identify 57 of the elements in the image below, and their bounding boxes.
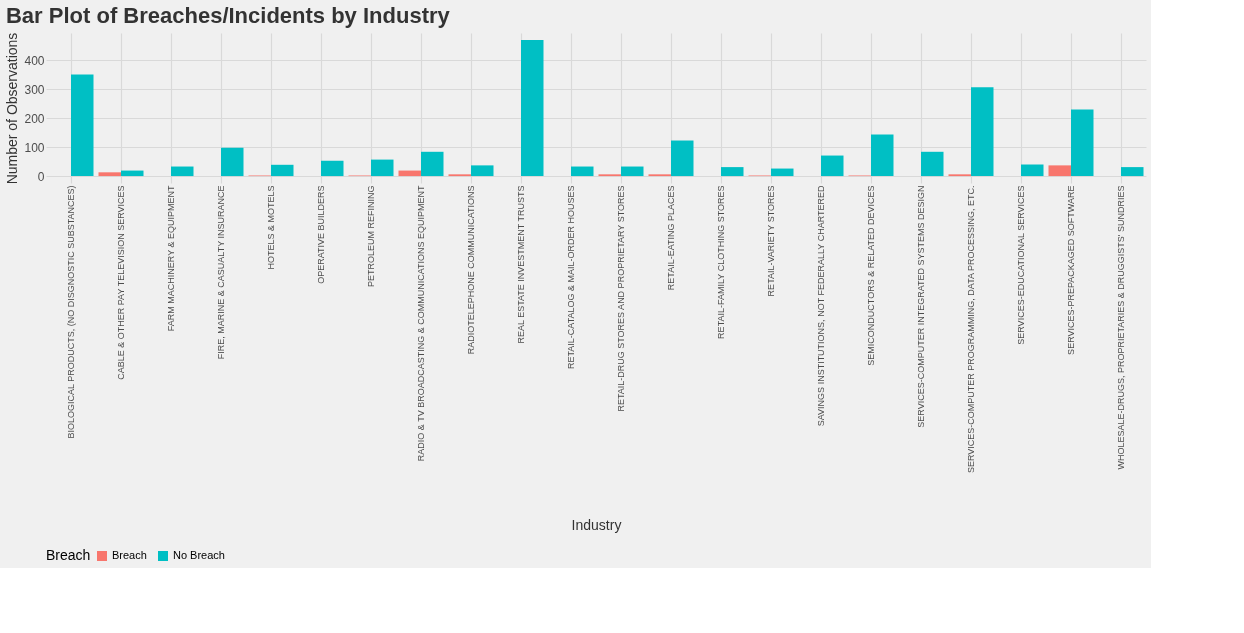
x-tick-label: PETROLEUM REFINING (366, 185, 376, 288)
x-tick-label: RETAIL-CATALOG & MAIL-ORDER HOUSES (566, 185, 576, 370)
y-tick-label: 400 (24, 53, 45, 68)
x-tick-label: SEMICONDUCTORS & RELATED DEVICES (866, 185, 876, 366)
bar (371, 159, 394, 177)
bar (821, 155, 844, 177)
bar (271, 164, 294, 177)
x-tick-label: RETAIL-VARIETY STORES (766, 185, 776, 297)
bar (971, 87, 994, 177)
bar (571, 166, 594, 177)
bar (621, 166, 644, 177)
x-tick-label: SERVICES-EDUCATIONAL SERVICES (1016, 185, 1026, 345)
y-tick-label: 200 (24, 111, 45, 126)
bar (421, 151, 444, 177)
bar (98, 172, 121, 177)
bar (1071, 109, 1094, 177)
bar (671, 140, 694, 177)
x-tick-label: HOTELS & MOTELS (266, 185, 276, 270)
x-tick-label: RETAIL-DRUG STORES AND PROPRIETARY STORES (616, 185, 626, 412)
bar (1121, 167, 1144, 177)
x-tick-label: RETAIL-EATING PLACES (666, 185, 676, 291)
chart-title: Bar Plot of Breaches/Incidents by Industry (5, 3, 451, 29)
bar (1048, 165, 1071, 177)
y-tick-label: 0 (37, 169, 45, 184)
bar (871, 134, 894, 177)
bar (921, 151, 944, 177)
y-tick-label: 300 (24, 82, 45, 97)
x-tick-label: FIRE, MARINE & CASUALTY INSURANCE (216, 185, 226, 360)
legend-label: No Breach (173, 549, 225, 561)
bar (221, 147, 244, 177)
x-tick-label: SERVICES-COMPUTER INTEGRATED SYSTEMS DESIGN (916, 185, 926, 428)
x-tick-label: BIOLOGICAL PRODUCTS, (NO DISGNOSTIC SUBSTANCES) (66, 185, 76, 439)
x-axis-title: Industry (571, 516, 622, 533)
bar (721, 167, 744, 177)
legend-title: Breach (46, 547, 91, 563)
bar (471, 165, 494, 177)
bar (171, 166, 194, 177)
x-tick-label: SAVINGS INSTITUTIONS, NOT FEDERALLY CHARTERED (816, 185, 826, 427)
bar (121, 170, 144, 177)
x-tick-label: OPERATIVE BUILDERS (316, 185, 326, 284)
y-axis-title: Number of Observations (4, 32, 21, 185)
x-tick-label: SERVICES-PREPACKAGED SOFTWARE (1066, 185, 1076, 355)
bar (1021, 164, 1044, 177)
bar (771, 168, 794, 177)
legend-label: Breach (112, 549, 147, 561)
y-tick-label: 100 (24, 140, 45, 155)
x-tick-label: RADIOTELEPHONE COMMUNICATIONS (466, 185, 476, 355)
x-tick-label: REAL ESTATE INVESTMENT TRUSTS (516, 185, 526, 344)
x-tick-label: RETAIL-FAMILY CLOTHING STORES (716, 185, 726, 339)
bar (521, 39, 544, 177)
x-tick-label: FARM MACHINERY & EQUIPMENT (166, 185, 176, 332)
bar (71, 74, 94, 177)
x-tick-label: SERVICES-COMPUTER PROGRAMMING, DATA PROCESSING, ETC. (966, 185, 976, 474)
x-tick-label: RADIO & TV BROADCASTING & COMMUNICATIONS EQUIPMENT (416, 185, 426, 462)
x-tick-label: CABLE & OTHER PAY TELEVISION SERVICES (116, 185, 126, 380)
x-tick-label: WHOLESALE-DRUGS, PROPRIETARIES & DRUGGISTS' SUNDRIES (1116, 185, 1126, 470)
bar (321, 160, 344, 177)
